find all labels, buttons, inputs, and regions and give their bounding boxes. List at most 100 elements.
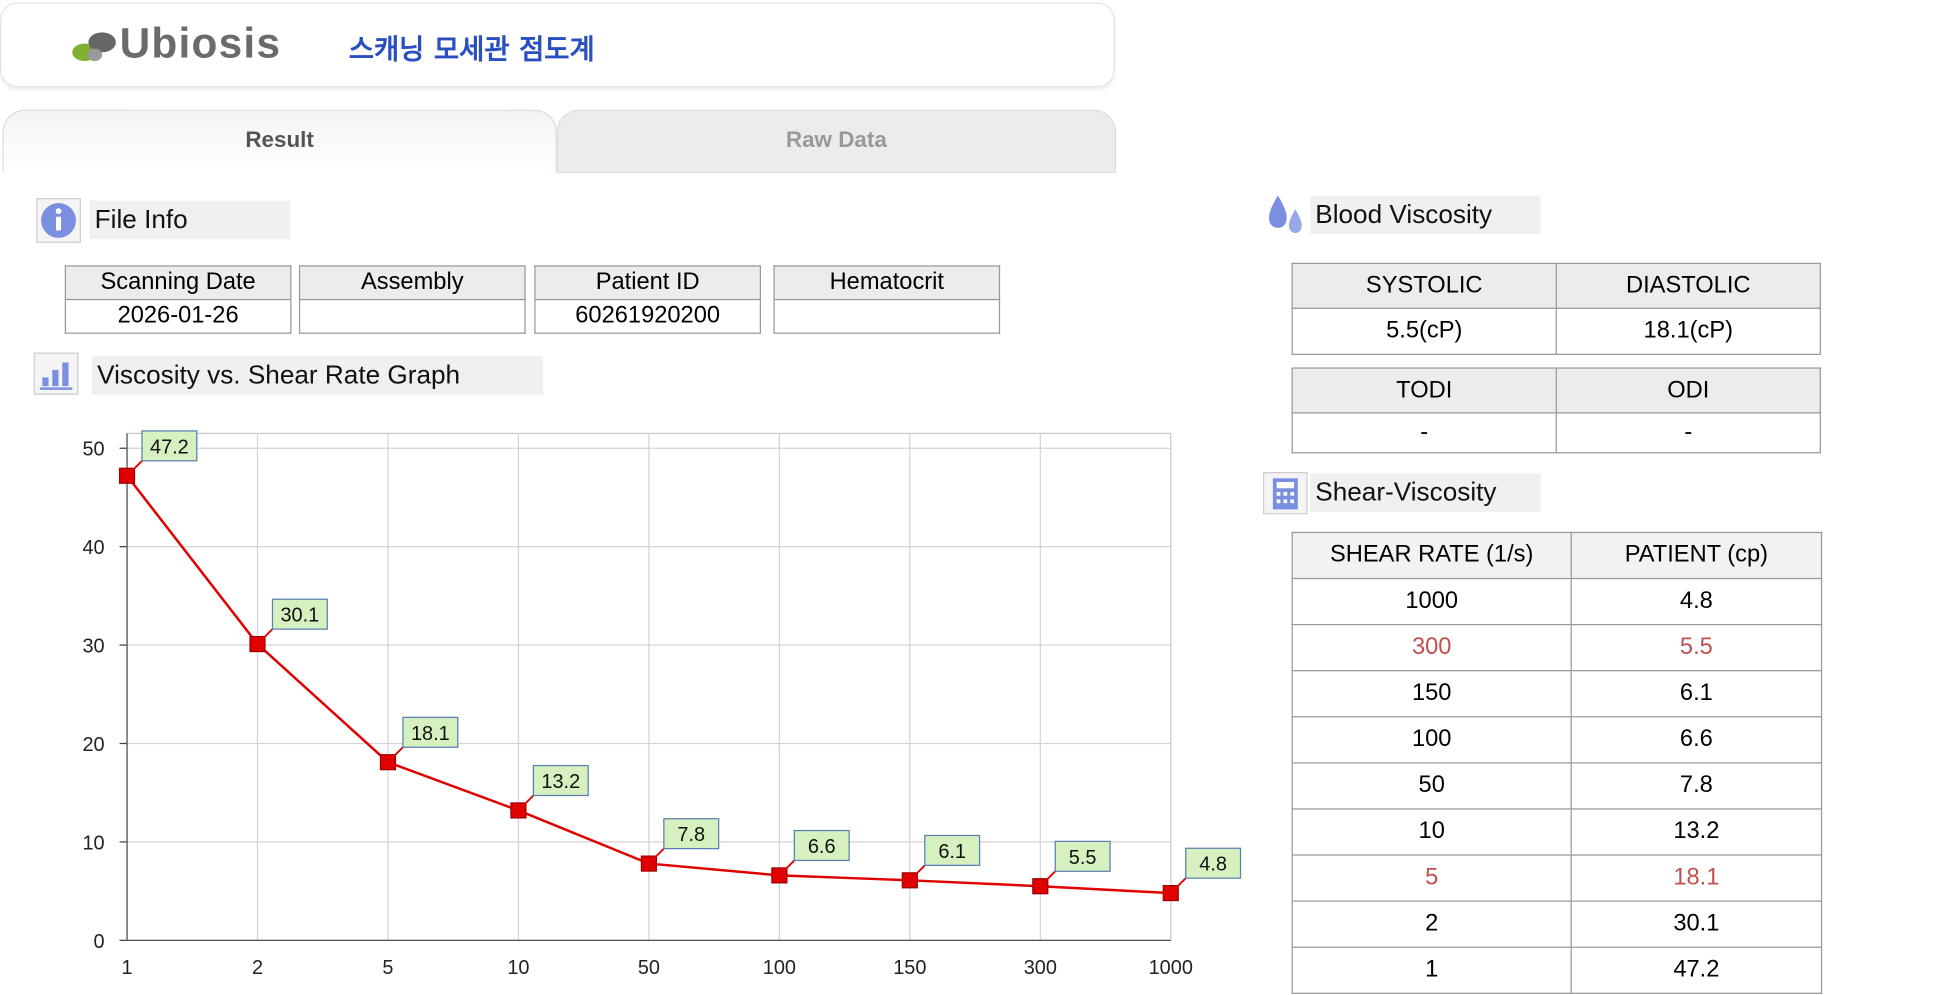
cell-value: 5.5(cP) <box>1291 307 1557 355</box>
cell-value: - <box>1291 412 1557 454</box>
column-header: Scanning Date <box>64 265 292 301</box>
data-label: 13.2 <box>541 771 580 793</box>
cell-value: 5 <box>1291 854 1572 902</box>
data-label: 5.5 <box>1069 847 1097 869</box>
table-row: 10 13.2 <box>1291 808 1823 856</box>
cell-value: 50 <box>1291 762 1572 810</box>
label-connector <box>126 460 143 477</box>
cell-value: 7.8 <box>1570 762 1823 810</box>
file-info-field: Patient ID 60261920200 <box>534 265 762 334</box>
x-tick-label: 2 <box>252 957 263 979</box>
section-title: File Info <box>89 200 291 240</box>
table-row: 300 5.5 <box>1291 623 1823 672</box>
column-header: PATIENT (cp) <box>1570 531 1823 580</box>
cell-value: 2 <box>1291 900 1572 948</box>
data-label: 4.8 <box>1199 854 1227 876</box>
label-box <box>141 430 198 462</box>
y-tick-label: 30 <box>82 636 104 658</box>
header-bar <box>0 2 1115 88</box>
column-header: DIASTOLIC <box>1555 262 1821 309</box>
table-row: 5 18.1 <box>1291 854 1823 902</box>
y-tick-label: 50 <box>82 439 104 461</box>
cell-value <box>298 298 526 334</box>
cell-value: 300 <box>1291 623 1572 672</box>
drop-icon <box>1269 195 1302 233</box>
label-connector <box>517 794 535 812</box>
column-header: Hematocrit <box>773 265 1001 301</box>
cell-value: 150 <box>1291 670 1572 718</box>
cell-value: 100 <box>1291 716 1572 764</box>
table-row: 2 30.1 <box>1291 900 1823 948</box>
data-label: 6.1 <box>938 841 966 863</box>
viscosity-table: SYSTOLIC DIASTOLIC 5.5(cP) 18.1(cP) <box>1291 262 1821 355</box>
y-tick-label: 40 <box>82 537 104 559</box>
table-row: 1000 4.8 <box>1291 577 1823 626</box>
column-header: ODI <box>1555 367 1821 414</box>
shear-table: SHEAR RATE (1/s) PATIENT (cp) 1000 4.8 300 5.… <box>1291 531 1823 994</box>
x-tick-label: 300 <box>1024 957 1057 979</box>
cell-value: 5.5 <box>1570 623 1823 672</box>
table-row: -- <box>1291 412 1821 454</box>
x-tick-label: 100 <box>763 957 796 979</box>
label-connector <box>909 864 926 881</box>
file-info-field: Hematocrit <box>773 265 1001 334</box>
x-tick-label: 1000 <box>1149 957 1193 979</box>
table-row: Hematocrit <box>773 265 1001 301</box>
cell-value: - <box>1555 412 1821 454</box>
cell-value: 2026-01-26 <box>64 298 292 334</box>
calculator-icon <box>1262 472 1308 515</box>
chart: 1 2 5 10 50 100 150 300 1000 0 10 20 30 40 50 47.2 30.1 1… <box>82 430 1242 979</box>
label-box <box>663 818 720 850</box>
table-row: TODI ODI <box>1291 367 1821 414</box>
x-tick-label: 10 <box>507 957 529 979</box>
table-row: Patient ID <box>534 265 762 301</box>
section-title: Viscosity vs. Shear Rate Graph <box>92 356 544 395</box>
label-box <box>924 834 981 866</box>
tab-result[interactable]: Result <box>2 109 557 172</box>
data-label: 30.1 <box>280 605 319 627</box>
x-tick-label: 150 <box>893 957 926 979</box>
table-row: 1 47.2 <box>1291 946 1823 994</box>
cell-value: 47.2 <box>1570 946 1823 994</box>
column-header: SHEAR RATE (1/s) <box>1291 531 1572 580</box>
label-box <box>402 716 459 748</box>
cell-value: 1000 <box>1291 577 1572 626</box>
table-row: Assembly <box>298 265 526 301</box>
viscosity-table: TODI ODI - - <box>1291 367 1821 454</box>
label-box <box>1054 840 1111 872</box>
y-tick-label: 20 <box>82 734 104 756</box>
section-title: Shear-Viscosity <box>1310 473 1541 512</box>
cell-value: 18.1(cP) <box>1555 307 1821 355</box>
section-title: Blood Viscosity <box>1310 195 1541 235</box>
column-header: Assembly <box>298 265 526 301</box>
label-box <box>271 598 328 630</box>
cell-value: 10 <box>1291 808 1572 856</box>
x-tick-label: 1 <box>122 957 133 979</box>
chart-icon <box>33 352 79 395</box>
column-header: Patient ID <box>534 265 762 301</box>
cell-value: 30.1 <box>1570 900 1823 948</box>
data-label: 18.1 <box>411 723 450 745</box>
label-connector <box>778 859 795 877</box>
cell-value: 4.8 <box>1570 577 1823 626</box>
table-row: 100 6.6 <box>1291 716 1823 764</box>
label-box <box>793 829 850 862</box>
tab-raw-data[interactable]: Raw Data <box>556 109 1116 174</box>
cell-value: 6.1 <box>1570 670 1823 718</box>
x-tick-label: 5 <box>382 957 393 979</box>
brand: Ubiosis <box>119 19 282 68</box>
table-row: SHEAR RATE (1/s) PATIENT (cp) <box>1291 531 1823 580</box>
table-row: SYSTOLIC DIASTOLIC <box>1291 262 1821 309</box>
cell-value: 60261920200 <box>534 298 762 334</box>
table-row: 5.5(cP) 18.1(cP) <box>1291 307 1821 355</box>
label-connector <box>387 746 404 763</box>
file-info-field: Scanning Date 2026-01-26 <box>64 265 292 334</box>
y-tick-label: 10 <box>82 832 104 854</box>
table-row: Scanning Date <box>64 265 292 301</box>
data-label: 6.6 <box>808 836 836 858</box>
label-connector <box>648 847 665 865</box>
data-label: 7.8 <box>677 824 705 846</box>
logo-icon <box>72 32 116 62</box>
label-connector <box>256 628 274 645</box>
